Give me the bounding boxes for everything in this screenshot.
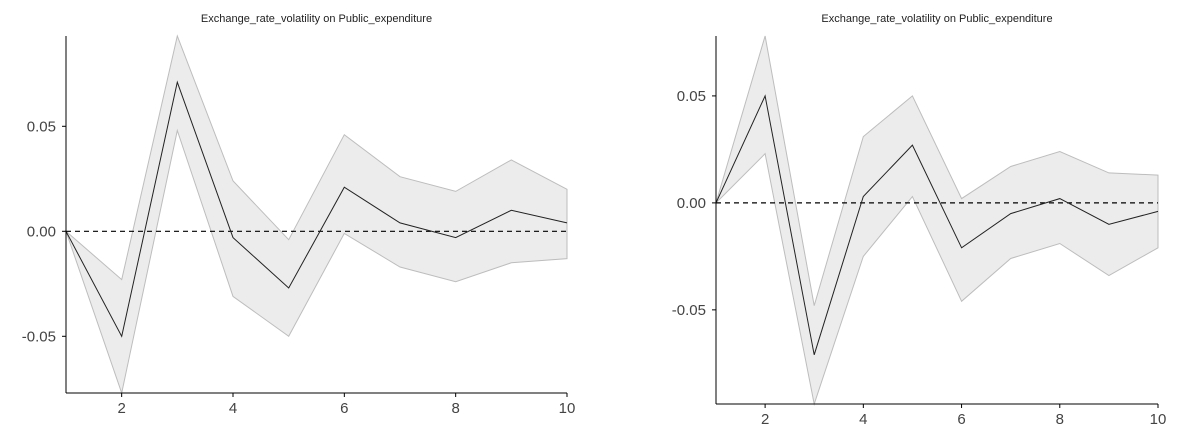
x-tick-label: 6 <box>340 400 348 417</box>
x-tick-label: 10 <box>559 400 576 417</box>
chart-title: Exchange_rate_volatility on Public_expen… <box>201 13 432 25</box>
y-tick-label: 0.05 <box>677 88 706 105</box>
chart-panel-1: 2 4 6 8 10 0.05 0.00 -0.05 Exchange_rate_volatil… <box>22 13 576 417</box>
impulse-response-line <box>65 80 568 338</box>
chart-title: Exchange_rate_volatility on Public_expen… <box>821 13 1052 25</box>
x-tick-label: 6 <box>957 411 965 428</box>
x-tick-label: 8 <box>451 400 459 417</box>
y-tick-label: 0.00 <box>27 223 56 240</box>
confidence-band <box>64 34 568 395</box>
y-tick-label: -0.05 <box>672 302 706 319</box>
chart-panel-2: 2 4 6 8 10 0.05 0.00 -0.05 Exchange_rate_volatil… <box>672 13 1167 428</box>
y-tick-label: -0.05 <box>22 328 56 345</box>
x-tick-label: 4 <box>859 411 867 428</box>
y-tick-label: 0.05 <box>27 118 56 135</box>
x-tick-label: 8 <box>1056 411 1064 428</box>
x-tick-label: 10 <box>1150 411 1167 428</box>
x-tick-label: 2 <box>117 400 125 417</box>
y-tick-label: 0.00 <box>677 195 706 212</box>
confidence-band <box>715 35 1159 406</box>
impulse-response-line <box>715 94 1159 355</box>
x-tick-label: 2 <box>761 411 769 428</box>
x-tick-label: 4 <box>229 400 237 417</box>
